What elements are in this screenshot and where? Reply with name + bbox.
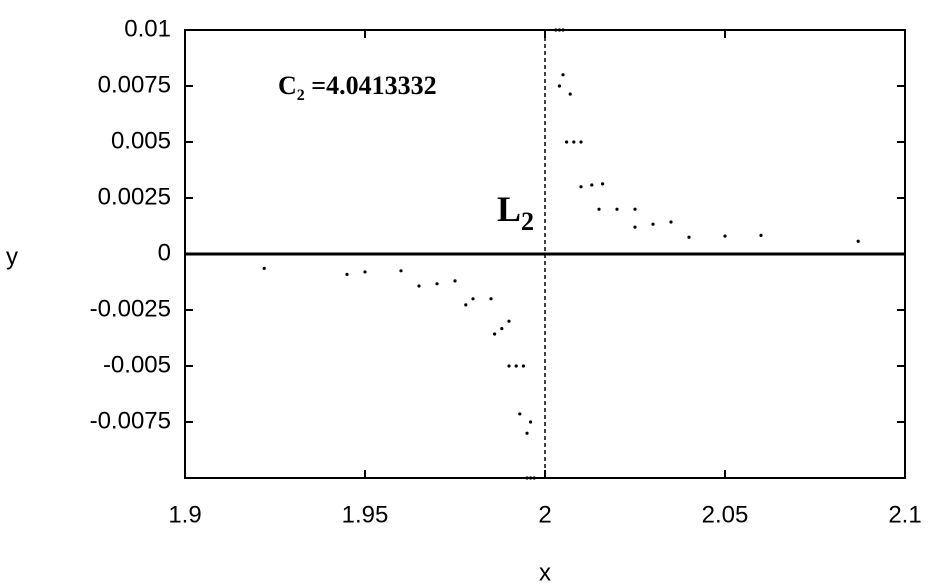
data-point xyxy=(565,140,569,144)
data-point xyxy=(597,207,601,211)
data-point xyxy=(633,225,637,229)
y-tick-label: 0.0075 xyxy=(98,71,171,98)
x-tick-label: 2 xyxy=(538,501,551,528)
y-tick-label: 0.005 xyxy=(111,127,171,154)
data-point xyxy=(435,282,439,286)
data-point xyxy=(633,207,637,211)
data-point xyxy=(590,183,594,187)
data-point xyxy=(557,28,562,32)
data-point xyxy=(521,364,526,368)
annotation-base: C xyxy=(278,71,297,100)
data-point xyxy=(579,140,583,144)
data-point xyxy=(669,220,673,224)
data-point xyxy=(579,185,583,189)
annotation-text: =4.0413332 xyxy=(305,71,437,100)
data-point xyxy=(493,332,497,336)
data-point xyxy=(363,270,367,274)
data-point xyxy=(687,235,691,239)
data-point xyxy=(601,182,605,186)
x-tick-label: 2.05 xyxy=(702,501,749,528)
data-point xyxy=(856,239,860,243)
data-point xyxy=(568,92,572,96)
data-point xyxy=(651,222,655,226)
x-tick-label: 1.95 xyxy=(342,501,389,528)
data-point xyxy=(529,420,533,424)
y-tick-label: -0.0075 xyxy=(90,407,171,434)
data-point xyxy=(417,284,421,288)
data-point xyxy=(529,476,533,480)
data-point xyxy=(557,84,562,88)
data-point xyxy=(399,269,403,273)
data-point xyxy=(507,364,511,368)
data-point xyxy=(500,326,504,331)
annotation-subscript: 2 xyxy=(521,207,534,236)
annotation: C2 =4.0413332 xyxy=(278,71,437,104)
data-point xyxy=(453,279,457,283)
data-point xyxy=(561,28,565,32)
data-point xyxy=(615,207,619,211)
y-tick-label: -0.005 xyxy=(103,351,171,378)
data-point xyxy=(507,319,511,323)
y-axis-label: y xyxy=(6,243,18,270)
y-tick-label: 0.01 xyxy=(124,15,171,42)
data-point xyxy=(464,303,468,307)
data-point xyxy=(262,266,266,270)
data-point xyxy=(471,297,475,301)
data-point xyxy=(514,364,518,368)
data-point xyxy=(532,476,536,480)
data-point xyxy=(518,412,522,416)
x-tick-label: 1.9 xyxy=(168,501,201,528)
data-point xyxy=(759,233,763,238)
data-point xyxy=(345,272,349,276)
data-point xyxy=(561,73,565,77)
data-point xyxy=(554,28,558,32)
y-tick-label: 0.0025 xyxy=(98,183,171,210)
annotation-base: L xyxy=(497,189,521,229)
data-point xyxy=(723,234,727,238)
data-point xyxy=(572,140,576,144)
data-point xyxy=(525,431,529,435)
annotation-subscript: 2 xyxy=(297,86,305,103)
annotation: L2 xyxy=(497,189,534,236)
y-tick-label: -0.0025 xyxy=(90,295,171,322)
data-point xyxy=(525,476,529,480)
y-tick-label: 0 xyxy=(158,239,171,266)
x-tick-label: 2.1 xyxy=(888,501,921,528)
x-axis-label: x xyxy=(539,559,551,584)
data-point xyxy=(489,297,493,301)
